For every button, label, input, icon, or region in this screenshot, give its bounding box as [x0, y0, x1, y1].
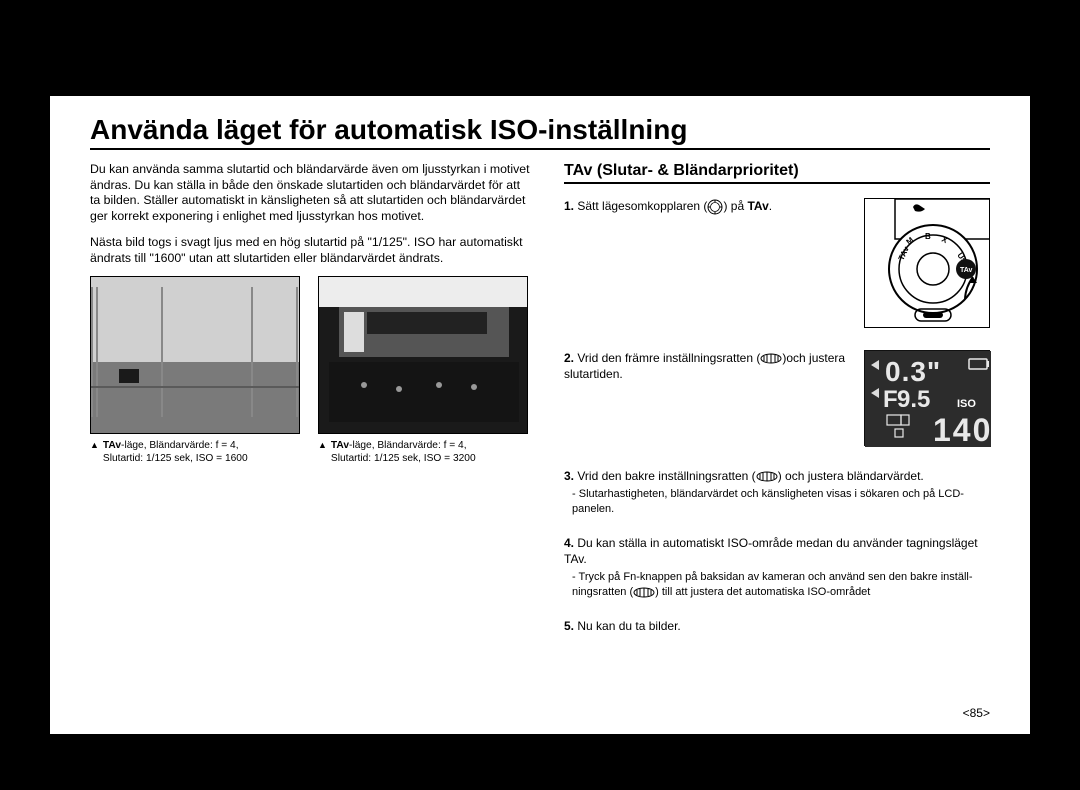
lcd-shutter-value: 0.3" [885, 356, 941, 387]
right-column: TAv (Slutar- & Bländarprioritet) 1. Sätt… [564, 162, 990, 656]
step-text: 4. Du kan ställa in automatiskt ISO-områ… [564, 535, 990, 600]
steps-list: 1. Sätt lägesomkopplaren () på TAv. [564, 198, 990, 634]
step-4: 4. Du kan ställa in automatiskt ISO-områ… [564, 535, 990, 600]
caption-text: TAv-läge, Bländarvärde: f = 4, Slutartid… [331, 440, 476, 466]
photo-block-2: ▲ TAv-läge, Bländarvärde: f = 4, Slutart… [318, 276, 528, 466]
intro-paragraph-2: Nästa bild togs i svagt ljus med en hög … [90, 235, 530, 266]
lcd-f-prefix: F [883, 386, 898, 413]
step-3: 3. Vrid den bakre inställningsratten () … [564, 468, 990, 517]
step-text: 1. Sätt lägesomkopplaren () på TAv. [564, 198, 856, 328]
step-text: 2. Vrid den främre inställningsratten ()… [564, 350, 856, 446]
left-column: Du kan använda samma slutartid och bländ… [90, 162, 530, 656]
example-photos: ▲ TAv-läge, Bländarvärde: f = 4, Slutart… [90, 276, 530, 466]
intro-text: Du kan använda samma slutartid och bländ… [90, 162, 530, 266]
lcd-iso-label: ISO [957, 398, 976, 410]
sample-photo-2 [318, 276, 528, 434]
two-column-layout: Du kan använda samma slutartid och bländ… [90, 162, 990, 656]
step-1: 1. Sätt lägesomkopplaren () på TAv. [564, 198, 990, 328]
caption-text: TAv-läge, Bländarvärde: f = 4, Slutartid… [103, 440, 248, 466]
step-illustration: M B X User TAv TAv [864, 198, 990, 328]
page-number: <85> [963, 706, 990, 720]
triangle-icon: ▲ [90, 440, 99, 466]
step-text: 5. Nu kan du ta bilder. [564, 618, 990, 634]
photo-caption-1: ▲ TAv-läge, Bländarvärde: f = 4, Slutart… [90, 440, 300, 466]
lcd-iso-value: 140 [933, 412, 991, 447]
step-illustration: 0.3" F 9.5 ISO 140 [864, 350, 990, 446]
section-subheading: TAv (Slutar- & Bländarprioritet) [564, 162, 990, 184]
mode-dial-icon [707, 199, 723, 215]
triangle-icon: ▲ [318, 440, 327, 466]
step-number: 4. [564, 536, 574, 550]
rear-wheel-icon [756, 471, 778, 482]
intro-paragraph-1: Du kan använda samma slutartid och bländ… [90, 162, 530, 225]
step-number: 3. [564, 469, 574, 483]
step-number: 1. [564, 199, 574, 213]
step-5: 5. Nu kan du ta bilder. [564, 618, 990, 634]
step-2: 2. Vrid den främre inställningsratten ()… [564, 350, 990, 446]
sample-photo-1 [90, 276, 300, 434]
lcd-aperture-value: 9.5 [897, 386, 930, 413]
step-subtext: - Tryck på Fn-knappen på baksidan av kam… [564, 570, 990, 600]
page-title: Använda läget för automatisk ISO-inställ… [90, 114, 990, 150]
manual-page: Använda läget för automatisk ISO-inställ… [50, 96, 1030, 734]
photo-block-1: ▲ TAv-läge, Bländarvärde: f = 4, Slutart… [90, 276, 300, 466]
step-number: 5. [564, 619, 574, 633]
step-text: 3. Vrid den bakre inställningsratten () … [564, 468, 990, 517]
step-subtext: - Slutarhastigheten, bländarvärdet och k… [564, 487, 990, 517]
mode-dial-illustration: M B X User TAv TAv [864, 198, 990, 328]
rear-wheel-icon [633, 587, 655, 598]
svg-text:B: B [925, 232, 931, 241]
front-wheel-icon [760, 353, 782, 364]
lcd-panel-illustration: 0.3" F 9.5 ISO 140 [864, 350, 990, 446]
svg-text:TAv: TAv [960, 267, 973, 274]
photo-caption-2: ▲ TAv-läge, Bländarvärde: f = 4, Slutart… [318, 440, 528, 466]
step-number: 2. [564, 351, 574, 365]
